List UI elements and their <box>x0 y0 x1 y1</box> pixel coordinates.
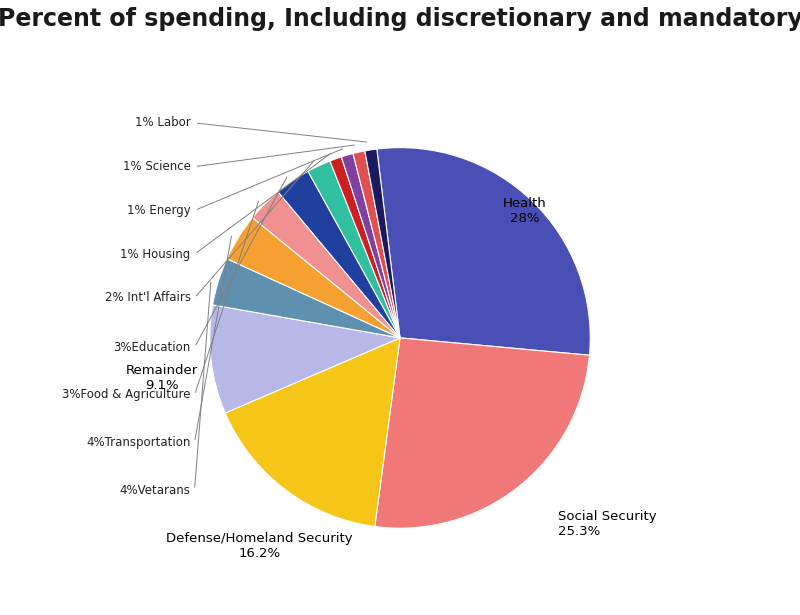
Text: 3%Education: 3%Education <box>114 341 190 354</box>
Text: Remainder
9.1%: Remainder 9.1% <box>126 364 198 392</box>
Wedge shape <box>227 218 400 338</box>
Wedge shape <box>353 151 400 338</box>
Wedge shape <box>375 338 590 528</box>
Text: 4%Vetarans: 4%Vetarans <box>120 483 190 496</box>
Text: 4%Transportation: 4%Transportation <box>86 436 190 449</box>
Wedge shape <box>253 192 400 338</box>
Text: 1% Housing: 1% Housing <box>121 248 190 261</box>
Title: Percent of spending, Including discretionary and mandatory: Percent of spending, Including discretio… <box>0 7 800 31</box>
Wedge shape <box>213 259 400 338</box>
Text: Social Security
25.3%: Social Security 25.3% <box>558 510 657 538</box>
Wedge shape <box>278 172 400 338</box>
Wedge shape <box>342 154 400 338</box>
Text: 3%Food & Agriculture: 3%Food & Agriculture <box>62 389 190 402</box>
Text: 2% Int'l Affairs: 2% Int'l Affairs <box>105 292 190 304</box>
Wedge shape <box>365 149 400 338</box>
Text: 1% Labor: 1% Labor <box>135 116 190 129</box>
Wedge shape <box>308 161 400 338</box>
Wedge shape <box>225 338 400 526</box>
Wedge shape <box>210 305 400 413</box>
Text: Defense/Homeland Security
16.2%: Defense/Homeland Security 16.2% <box>166 533 353 560</box>
Text: 1% Energy: 1% Energy <box>127 204 190 217</box>
Wedge shape <box>377 148 590 355</box>
Text: Health
28%: Health 28% <box>502 197 546 224</box>
Wedge shape <box>330 157 400 338</box>
Text: 1% Science: 1% Science <box>123 160 190 173</box>
